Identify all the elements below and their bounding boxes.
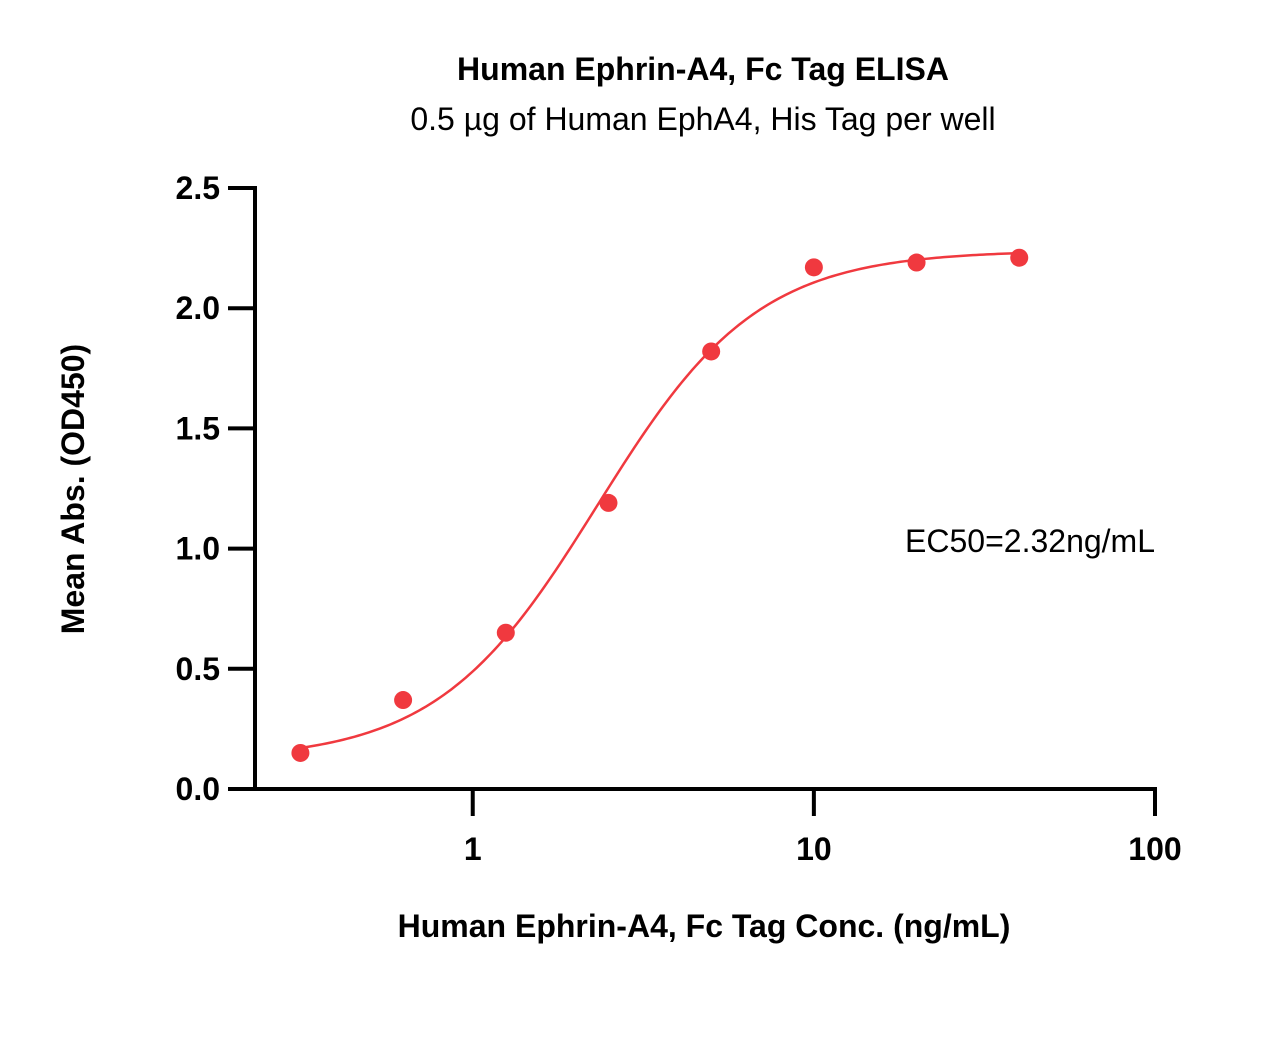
data-point-1 [394,691,413,710]
y-tick-label-4: 2.0 [176,290,220,326]
data-point-5 [804,258,823,277]
data-point-2 [496,623,515,642]
x-tick-label-2: 100 [1128,831,1181,867]
x-tick-label-1: 10 [796,831,832,867]
y-tick-label-3: 1.5 [176,410,220,446]
y-axis: 0.0 0.5 1.0 1.5 2.0 2.5 [176,170,257,807]
data-point-3 [599,493,618,512]
ec50-annotation: EC50=2.32ng/mL [905,523,1155,559]
fit-curve [300,251,1020,750]
y-tick-label-2: 1.0 [176,531,220,567]
data-point-0 [291,743,310,762]
data-point-6 [907,253,926,272]
data-point-4 [702,342,721,361]
x-axis: 1 10 100 [244,787,1182,867]
y-tick-label-1: 0.5 [176,651,220,687]
fit-curve-layer [300,251,1020,750]
y-axis-label: Mean Abs. (OD450) [55,344,91,634]
x-axis-label: Human Ephrin-A4, Fc Tag Conc. (ng/mL) [398,908,1011,944]
y-tick-label-0: 0.0 [176,771,220,807]
data-point-7 [1010,248,1029,267]
x-tick-label-0: 1 [464,831,482,867]
y-tick-label-5: 2.5 [176,170,220,206]
chart-title: Human Ephrin-A4, Fc Tag ELISA [457,51,949,87]
chart-subtitle: 0.5 µg of Human EphA4, His Tag per well [410,101,995,137]
data-points-layer [291,248,1029,762]
